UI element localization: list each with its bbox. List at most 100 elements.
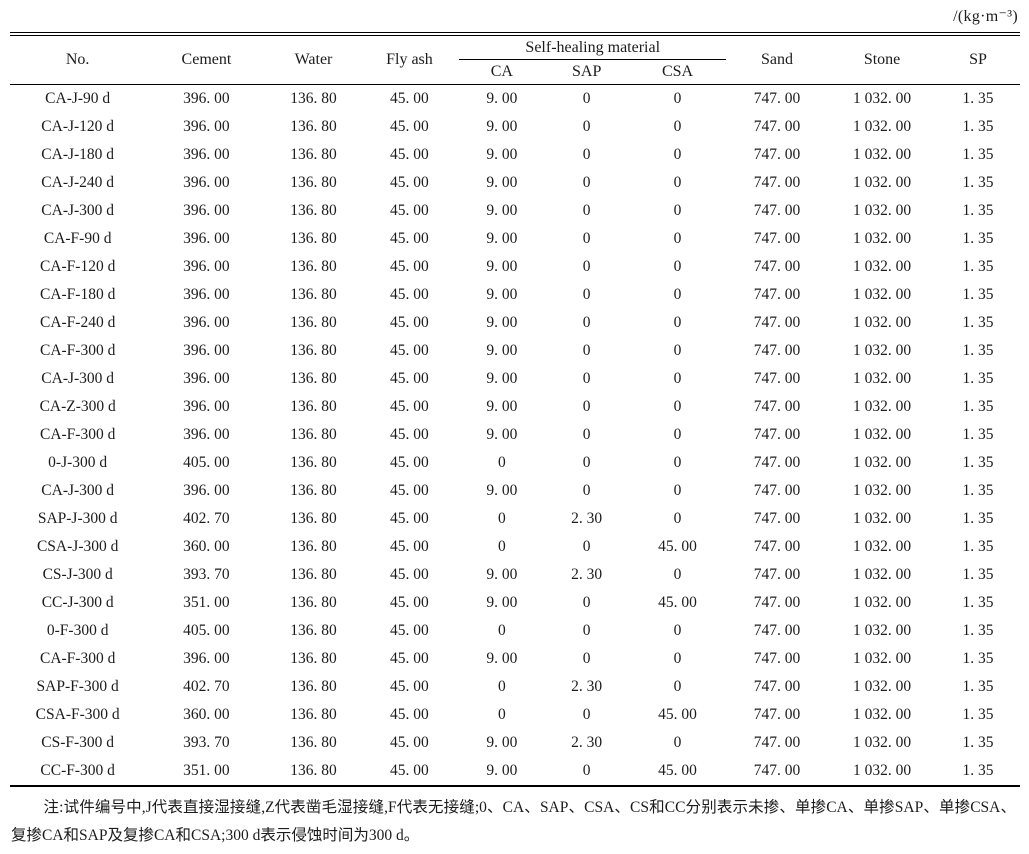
- csa-cell: 0: [673, 426, 682, 443]
- cement-cell: 396. 00: [183, 398, 230, 415]
- stone-cell: 1 032. 00: [853, 370, 912, 387]
- stone-cell: 1 032. 00: [853, 398, 912, 415]
- csa-cell: 0: [673, 510, 682, 527]
- sand-cell: 747. 00: [753, 622, 801, 639]
- stone-cell: 1 032. 00: [853, 510, 912, 527]
- ca-cell: 0: [497, 454, 506, 471]
- sap-cell: 0: [544, 84, 630, 113]
- stone-cell: 1 032. 00: [853, 678, 912, 695]
- cement-cell: 360. 00: [183, 538, 230, 555]
- specimen-id-cell: CA-J-240 d: [41, 174, 115, 191]
- water-cell: 136. 80: [290, 398, 337, 415]
- water-cell: 136. 80: [290, 678, 337, 695]
- sp-cell: 1. 35: [962, 286, 994, 303]
- header-row-top: No. Cement Water Fly ash Self-healing ma…: [10, 34, 1020, 68]
- csa-cell: 45. 00: [658, 594, 697, 611]
- sap-cell: 0: [582, 230, 591, 247]
- ca-cell: 9. 00: [486, 398, 518, 415]
- sap-cell: 2. 30: [571, 734, 603, 751]
- csa-cell: 0: [673, 314, 682, 331]
- sap-cell: 0: [582, 314, 591, 331]
- sap-cell: 0: [582, 202, 591, 219]
- water-cell: 136. 80: [290, 174, 337, 191]
- csa-cell: 0: [673, 398, 682, 415]
- water-cell: 136. 80: [290, 566, 337, 583]
- cement-cell: 396. 00: [183, 426, 230, 443]
- fly-ash-cell: 45. 00: [390, 146, 429, 163]
- ca-cell: 0: [497, 538, 506, 555]
- fly-ash-cell: 45. 00: [390, 510, 429, 527]
- cement-cell: 396. 00: [183, 370, 230, 387]
- table-row: CA-J-180 d 396. 00 136. 80 45. 00 9. 00 0 0 747…: [10, 141, 1020, 169]
- sp-cell: 1. 35: [962, 118, 994, 135]
- sp-cell: 1. 35: [962, 426, 994, 443]
- table-header: No. Cement Water Fly ash Self-healing ma…: [10, 34, 1020, 85]
- fly-ash-cell: 45. 00: [390, 118, 429, 135]
- specimen-id-cell: CA-F-120 d: [39, 258, 116, 275]
- ca-cell: 0: [497, 706, 506, 723]
- water-cell: 136. 80: [290, 426, 337, 443]
- csa-cell: 0: [673, 650, 682, 667]
- sand-cell: 747. 00: [753, 118, 801, 135]
- specimen-id-cell: CSA-F-300 d: [35, 706, 120, 723]
- specimen-id-cell: CA-J-90 d: [10, 84, 146, 113]
- sap-cell: 0: [582, 426, 591, 443]
- cement-cell: 351. 00: [183, 594, 230, 611]
- water-cell: 136. 80: [290, 454, 337, 471]
- sp-cell: 1. 35: [962, 314, 994, 331]
- fly-ash-cell: 45. 00: [390, 734, 429, 751]
- sp-cell: 1. 35: [962, 538, 994, 555]
- specimen-id-cell: CS-J-300 d: [42, 566, 113, 583]
- fly-ash-cell: 45. 00: [390, 286, 429, 303]
- ca-cell: 9. 00: [486, 566, 518, 583]
- sand-cell: 747. 00: [726, 84, 829, 113]
- sp-cell: 1. 35: [962, 398, 994, 415]
- sp-cell: 1. 35: [936, 84, 1020, 113]
- fly-ash-cell: 45. 00: [390, 650, 429, 667]
- water-cell: 136. 80: [290, 314, 337, 331]
- ca-cell: 9. 00: [486, 342, 518, 359]
- specimen-id-cell: CA-J-180 d: [41, 146, 115, 163]
- stone-cell: 1 032. 00: [853, 146, 912, 163]
- sand-cell: 747. 00: [753, 734, 801, 751]
- water-cell: 136. 80: [290, 370, 337, 387]
- csa-cell: 0: [673, 342, 682, 359]
- water-cell: 136. 80: [290, 650, 337, 667]
- cement-cell: 393. 70: [183, 734, 230, 751]
- sap-cell: 0: [582, 286, 591, 303]
- sap-cell: 0: [582, 594, 591, 611]
- mix-proportion-table: No. Cement Water Fly ash Self-healing ma…: [10, 32, 1020, 787]
- ca-cell: 9. 00: [486, 370, 518, 387]
- cement-cell: 396. 00: [183, 650, 230, 667]
- ca-cell: 9. 00: [486, 426, 518, 443]
- sp-cell: 1. 35: [962, 370, 994, 387]
- ca-cell: 9. 00: [486, 286, 518, 303]
- csa-cell: 45. 00: [658, 762, 697, 779]
- sand-cell: 747. 00: [753, 398, 801, 415]
- specimen-id-cell: CA-F-300 d: [39, 650, 116, 667]
- stone-cell: 1 032. 00: [853, 342, 912, 359]
- table-row: CA-J-300 d 396. 00 136. 80 45. 00 9. 00 0 0 747…: [10, 197, 1020, 225]
- stone-cell: 1 032. 00: [853, 230, 912, 247]
- cement-cell: 402. 70: [183, 510, 230, 527]
- fly-ash-cell: 45. 00: [390, 342, 429, 359]
- cement-cell: 396. 00: [183, 230, 230, 247]
- csa-cell: 0: [673, 174, 682, 191]
- ca-cell: 9. 00: [486, 762, 518, 779]
- sand-cell: 747. 00: [753, 230, 801, 247]
- cement-cell: 393. 70: [183, 566, 230, 583]
- water-cell: 136. 80: [290, 622, 337, 639]
- cement-cell: 360. 00: [183, 706, 230, 723]
- specimen-id-cell: CA-J-300 d: [41, 370, 115, 387]
- stone-cell: 1 032. 00: [853, 762, 912, 779]
- stone-cell: 1 032. 00: [853, 426, 912, 443]
- fly-ash-cell: 45. 00: [390, 314, 429, 331]
- csa-cell: 45. 00: [658, 706, 697, 723]
- table-row: CA-J-240 d 396. 00 136. 80 45. 00 9. 00 0 0 747…: [10, 169, 1020, 197]
- table-row: CSA-F-300 d 360. 00 136. 80 45. 00 0 0 45. 00 7…: [10, 701, 1020, 729]
- specimen-id-cell: 0-F-300 d: [46, 622, 109, 639]
- table-body: CA-J-90 d 396. 00 136. 80 45. 00 9. 00 0 0 747.…: [10, 84, 1020, 787]
- col-header-cement: Cement: [181, 51, 232, 68]
- sp-cell: 1. 35: [962, 342, 994, 359]
- sand-cell: 747. 00: [753, 314, 801, 331]
